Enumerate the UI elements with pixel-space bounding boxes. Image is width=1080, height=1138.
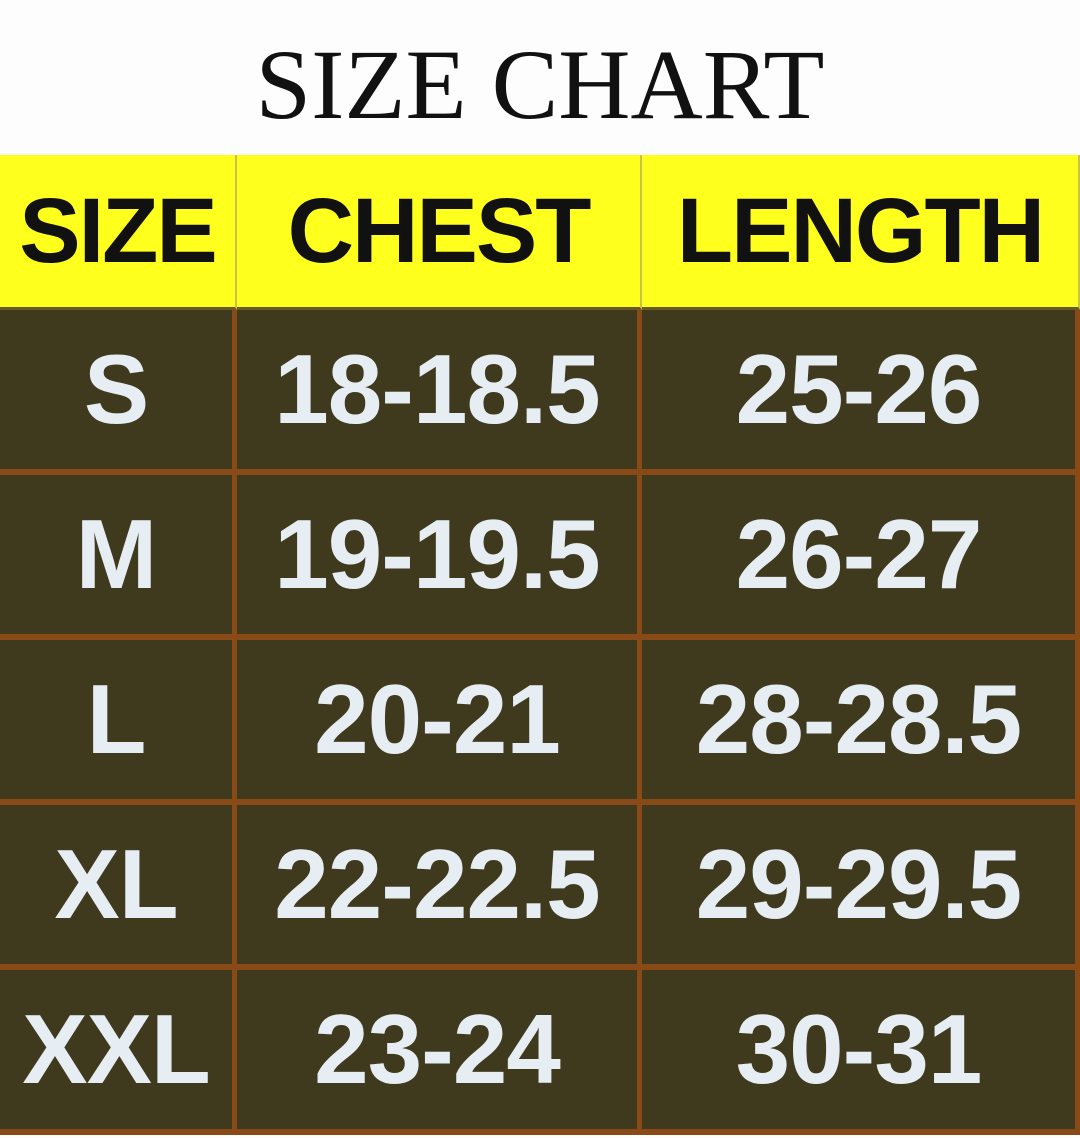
table-cell: M — [0, 475, 237, 640]
table-cell: 22-22.5 — [237, 805, 642, 970]
table-cell: 18-18.5 — [237, 310, 642, 475]
table-cell: XXL — [0, 970, 237, 1135]
column-header: LENGTH — [642, 155, 1080, 310]
table-cell: 28-28.5 — [642, 640, 1080, 805]
table-cell: 20-21 — [237, 640, 642, 805]
table-cell: 30-31 — [642, 970, 1080, 1135]
size-table: SIZE CHEST LENGTH S 18-18.5 25-26 M 19-19.5 26-2… — [0, 155, 1080, 1135]
table-cell: L — [0, 640, 237, 805]
column-header: SIZE — [0, 155, 237, 310]
column-header: CHEST — [237, 155, 642, 310]
table-cell: 19-19.5 — [237, 475, 642, 640]
table-cell: 29-29.5 — [642, 805, 1080, 970]
table-cell: XL — [0, 805, 237, 970]
table-cell: 26-27 — [642, 475, 1080, 640]
table-cell: 23-24 — [237, 970, 642, 1135]
table-cell: S — [0, 310, 237, 475]
table-cell: 25-26 — [642, 310, 1080, 475]
title: SIZE CHART — [255, 29, 825, 140]
